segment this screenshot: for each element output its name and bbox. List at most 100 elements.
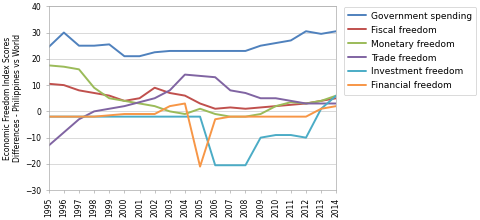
Financial freedom (273, 115, 278, 118)
Monetary freedom (197, 107, 203, 110)
Investment freedom (152, 115, 157, 118)
Investment freedom (288, 134, 294, 136)
Investment freedom (273, 134, 278, 136)
Monetary freedom (303, 102, 309, 105)
Y-axis label: Economic Freedom Index Scores
Differences - Philippines vs World: Economic Freedom Index Scores Difference… (3, 34, 22, 162)
Financial freedom (242, 115, 248, 118)
Monetary freedom (212, 113, 218, 115)
Fiscal freedom (258, 106, 264, 109)
Investment freedom (61, 115, 67, 118)
Monetary freedom (46, 64, 51, 67)
Investment freedom (76, 115, 82, 118)
Trade freedom (318, 102, 324, 105)
Trade freedom (197, 75, 203, 77)
Financial freedom (182, 102, 188, 105)
Line: Investment freedom: Investment freedom (48, 96, 336, 165)
Line: Trade freedom: Trade freedom (48, 75, 336, 146)
Fiscal freedom (273, 105, 278, 107)
Trade freedom (242, 92, 248, 94)
Investment freedom (334, 94, 339, 97)
Fiscal freedom (288, 103, 294, 106)
Investment freedom (258, 136, 264, 139)
Trade freedom (91, 110, 97, 113)
Fiscal freedom (121, 100, 127, 102)
Financial freedom (46, 115, 51, 118)
Investment freedom (91, 115, 97, 118)
Monetary freedom (167, 110, 173, 113)
Trade freedom (334, 102, 339, 105)
Trade freedom (212, 76, 218, 79)
Line: Financial freedom: Financial freedom (48, 103, 336, 167)
Financial freedom (61, 115, 67, 118)
Monetary freedom (91, 86, 97, 89)
Monetary freedom (288, 101, 294, 103)
Financial freedom (137, 113, 143, 115)
Financial freedom (303, 115, 309, 118)
Monetary freedom (182, 113, 188, 115)
Financial freedom (258, 115, 264, 118)
Trade freedom (76, 118, 82, 121)
Investment freedom (303, 136, 309, 139)
Financial freedom (91, 115, 97, 118)
Financial freedom (212, 118, 218, 121)
Government spending (273, 42, 278, 44)
Line: Monetary freedom: Monetary freedom (48, 65, 336, 117)
Investment freedom (228, 164, 233, 167)
Government spending (137, 55, 143, 57)
Government spending (318, 33, 324, 35)
Monetary freedom (76, 68, 82, 71)
Government spending (91, 44, 97, 47)
Government spending (334, 30, 339, 33)
Financial freedom (167, 105, 173, 107)
Monetary freedom (61, 65, 67, 68)
Government spending (167, 50, 173, 52)
Fiscal freedom (182, 94, 188, 97)
Investment freedom (107, 115, 112, 118)
Fiscal freedom (61, 84, 67, 86)
Financial freedom (318, 107, 324, 110)
Financial freedom (228, 115, 233, 118)
Government spending (121, 55, 127, 57)
Line: Government spending: Government spending (48, 31, 336, 56)
Trade freedom (258, 97, 264, 100)
Government spending (46, 46, 51, 48)
Monetary freedom (107, 97, 112, 100)
Monetary freedom (334, 94, 339, 97)
Government spending (76, 44, 82, 47)
Trade freedom (273, 97, 278, 100)
Fiscal freedom (107, 94, 112, 97)
Monetary freedom (242, 115, 248, 118)
Investment freedom (182, 115, 188, 118)
Government spending (228, 50, 233, 52)
Monetary freedom (228, 115, 233, 118)
Government spending (288, 39, 294, 42)
Monetary freedom (318, 100, 324, 102)
Monetary freedom (121, 100, 127, 102)
Fiscal freedom (228, 106, 233, 109)
Financial freedom (152, 113, 157, 115)
Investment freedom (318, 107, 324, 110)
Government spending (107, 43, 112, 46)
Financial freedom (107, 114, 112, 117)
Government spending (182, 50, 188, 52)
Financial freedom (288, 115, 294, 118)
Trade freedom (121, 105, 127, 107)
Government spending (61, 31, 67, 34)
Trade freedom (228, 89, 233, 92)
Government spending (197, 50, 203, 52)
Government spending (212, 50, 218, 52)
Fiscal freedom (303, 102, 309, 105)
Trade freedom (137, 101, 143, 103)
Line: Fiscal freedom: Fiscal freedom (48, 84, 336, 109)
Government spending (258, 44, 264, 47)
Trade freedom (46, 144, 51, 147)
Trade freedom (167, 89, 173, 92)
Government spending (242, 50, 248, 52)
Investment freedom (197, 115, 203, 118)
Fiscal freedom (46, 82, 51, 85)
Government spending (152, 51, 157, 54)
Fiscal freedom (318, 100, 324, 102)
Financial freedom (76, 115, 82, 118)
Government spending (303, 30, 309, 33)
Financial freedom (121, 113, 127, 115)
